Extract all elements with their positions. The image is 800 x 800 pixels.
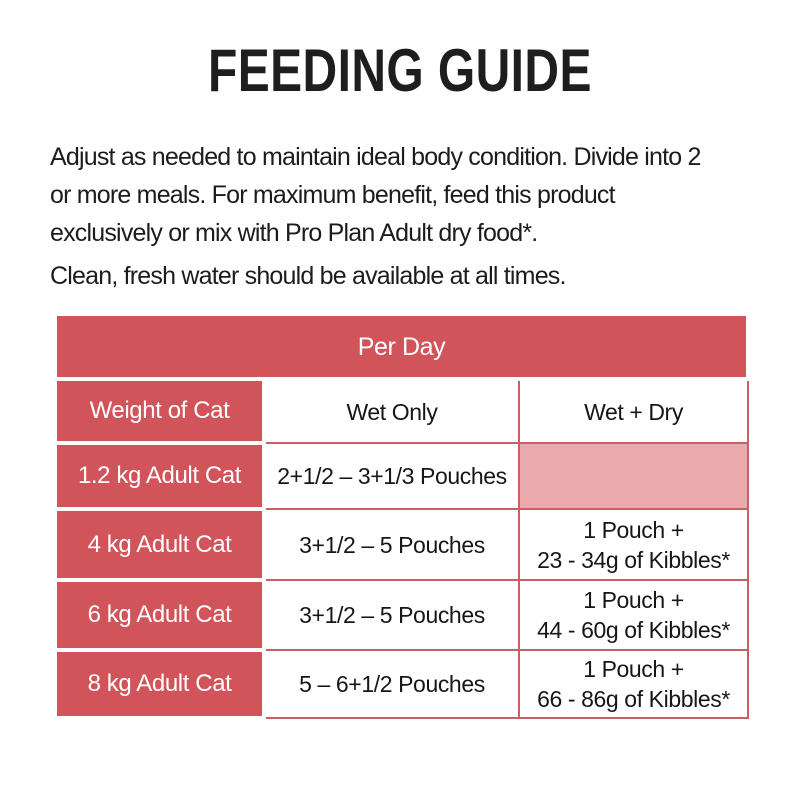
feeding-table: Per Day Weight of Cat Wet Only Wet + Dry…: [53, 312, 750, 720]
table-header-row: Weight of Cat Wet Only Wet + Dry: [53, 377, 749, 445]
wet-dry-cell: 1 Pouch + 66 - 86g of Kibbles*: [518, 649, 749, 719]
table-row: 8 kg Adult Cat 5 – 6+1/2 Pouches 1 Pouch…: [53, 648, 749, 720]
column-header-wet-only: Wet Only: [263, 378, 520, 444]
per-day-header: Per Day: [53, 312, 750, 381]
wet-only-cell: 5 – 6+1/2 Pouches: [263, 649, 520, 719]
row-label: 6 kg Adult Cat: [53, 578, 266, 652]
intro-paragraph: Adjust as needed to maintain ideal body …: [50, 143, 701, 247]
feeding-guide-panel: FEEDING GUIDE Adjust as needed to mainta…: [0, 36, 800, 800]
wet-dry-cell: 1 Pouch + 44 - 60g of Kibbles*: [518, 579, 749, 651]
wet-only-cell: 2+1/2 – 3+1/3 Pouches: [263, 442, 520, 510]
column-header-weight: Weight of Cat: [53, 377, 266, 445]
column-header-wet-dry: Wet + Dry: [518, 378, 749, 444]
wet-dry-cell: 1 Pouch + 23 - 34g of Kibbles*: [518, 508, 749, 581]
water-note: Clean, fresh water should be available a…: [50, 262, 566, 290]
page-title-text: FEEDING GUIDE: [208, 37, 592, 104]
wet-only-cell: 3+1/2 – 5 Pouches: [263, 579, 520, 651]
table-row: 4 kg Adult Cat 3+1/2 – 5 Pouches 1 Pouch…: [53, 507, 749, 582]
wet-only-cell: 3+1/2 – 5 Pouches: [263, 508, 520, 581]
table-row: 1.2 kg Adult Cat 2+1/2 – 3+1/3 Pouches: [53, 441, 749, 511]
row-label: 1.2 kg Adult Cat: [53, 441, 266, 511]
page-title: FEEDING GUIDE: [0, 36, 800, 108]
row-label: 8 kg Adult Cat: [53, 648, 266, 720]
table-span-header-row: Per Day: [53, 312, 750, 381]
row-label: 4 kg Adult Cat: [53, 507, 266, 582]
wet-dry-empty-cell: [518, 442, 749, 510]
table-row: 6 kg Adult Cat 3+1/2 – 5 Pouches 1 Pouch…: [53, 578, 749, 652]
